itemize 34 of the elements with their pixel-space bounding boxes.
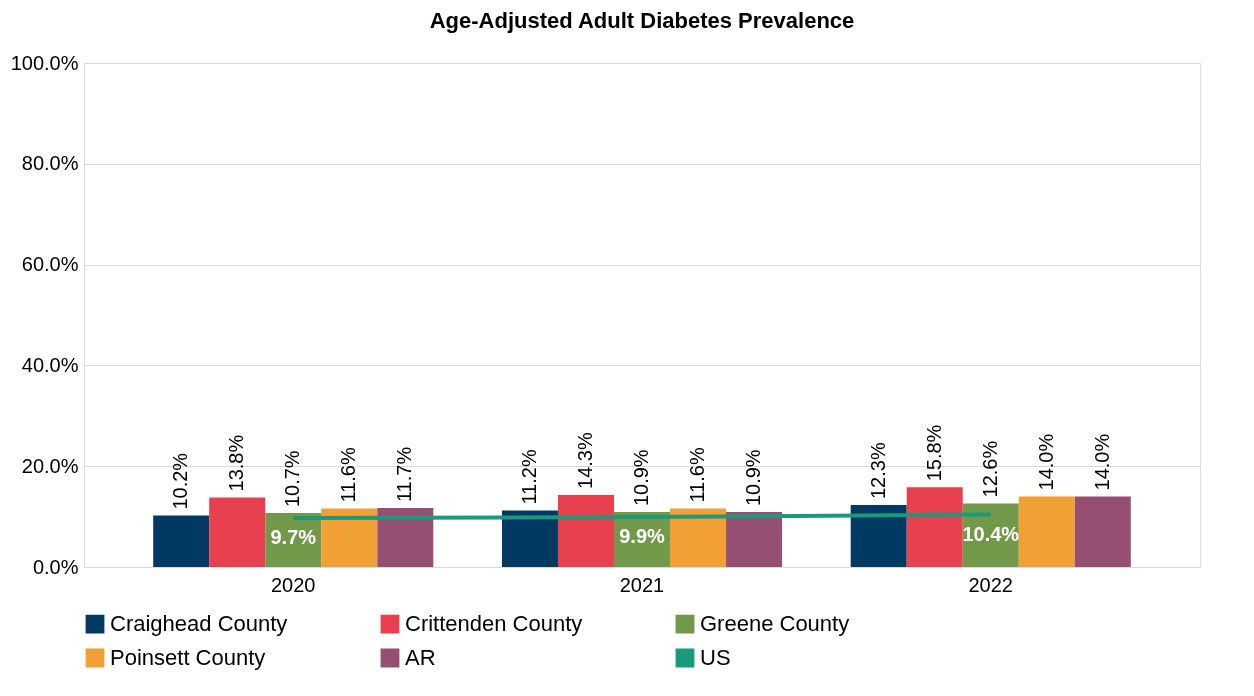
data-label: 15.8% bbox=[922, 424, 945, 482]
legend-label: Poinsett County bbox=[110, 645, 266, 670]
data-label: 14.3% bbox=[573, 432, 596, 489]
y-tick-label: 80.0% bbox=[21, 152, 79, 175]
y-tick-label: 0.0% bbox=[32, 555, 79, 578]
data-label: 10.7% bbox=[281, 450, 304, 508]
legend-label: Crittenden County bbox=[405, 611, 583, 637]
y-tick-label: 40.0% bbox=[21, 353, 79, 376]
x-tick-label: 2020 bbox=[271, 573, 316, 596]
data-label: 11.7% bbox=[393, 446, 416, 503]
data-label: 10.2% bbox=[169, 452, 192, 510]
data-label: 14.0% bbox=[1090, 433, 1113, 491]
data-label: 10.9% bbox=[630, 449, 652, 507]
legend-label: US bbox=[700, 645, 731, 670]
y-tick-label: 100.0% bbox=[10, 51, 79, 74]
data-label: 10.4% bbox=[962, 522, 1020, 545]
data-label: 12.3% bbox=[866, 442, 889, 500]
data-label: 11.2% bbox=[517, 449, 540, 505]
data-label: 10.9% bbox=[742, 449, 765, 507]
legend-label: AR bbox=[405, 645, 436, 670]
data-label: 14.0% bbox=[1034, 433, 1057, 491]
y-tick-label: 20.0% bbox=[21, 454, 79, 477]
data-label: 12.6% bbox=[978, 440, 1001, 498]
data-label: 9.7% bbox=[270, 526, 317, 549]
x-tick-label: 2021 bbox=[619, 573, 665, 596]
legend-label: Craighead County bbox=[110, 611, 288, 637]
data-label: 11.6% bbox=[686, 447, 709, 503]
legend-label: Greene County bbox=[700, 611, 850, 637]
data-label: 13.8% bbox=[225, 434, 248, 492]
chart-title: Age-Adjusted Adult Diabetes Prevalence bbox=[429, 8, 855, 33]
x-tick-label: 2022 bbox=[968, 573, 1013, 596]
data-label: 11.6% bbox=[337, 447, 360, 503]
data-label: 9.9% bbox=[619, 525, 666, 548]
y-tick-label: 60.0% bbox=[21, 253, 79, 276]
